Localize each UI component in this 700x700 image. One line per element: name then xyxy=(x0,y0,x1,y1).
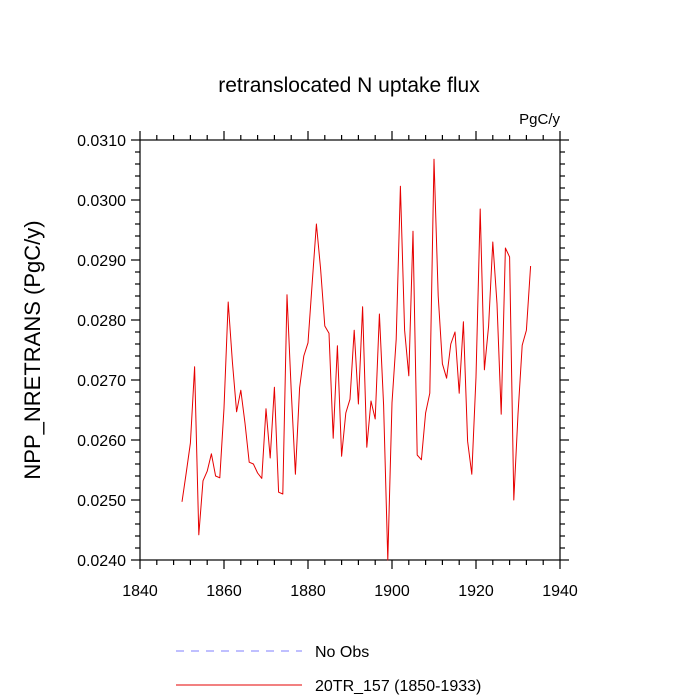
legend-label: 20TR_157 (1850-1933) xyxy=(315,678,481,695)
y-tick-label: 0.0300 xyxy=(77,193,126,210)
x-tick-label: 1940 xyxy=(542,583,578,600)
axis-ticks xyxy=(131,131,569,569)
plot-frame xyxy=(139,139,561,561)
series-line xyxy=(181,158,532,561)
series-layer xyxy=(181,158,532,561)
y-tick-label: 0.0260 xyxy=(77,433,126,450)
x-tick-label: 1920 xyxy=(458,583,494,600)
x-tick-label: 1900 xyxy=(374,583,410,600)
x-tick-label: 1880 xyxy=(290,583,326,600)
y-tick-label: 0.0310 xyxy=(77,133,126,150)
legend: No Obs 20TR_157 (1850-1933) xyxy=(176,644,481,695)
y-tick-label: 0.0280 xyxy=(77,313,126,330)
y-axis-label: NPP_NRETRANS (PgC/y) xyxy=(20,220,45,479)
y-tick-label: 0.0290 xyxy=(77,253,126,270)
chart-title: retranslocated N uptake flux xyxy=(218,74,480,97)
units-label: PgC/y xyxy=(519,111,560,128)
axis-tick-labels: 1840 1860 1880 1900 1920 1940 0.0240 0.0250 0.02… xyxy=(77,133,578,600)
y-tick-label: 0.0270 xyxy=(77,373,126,390)
y-tick-label: 0.0250 xyxy=(77,493,126,510)
y-tick-label: 0.0240 xyxy=(77,553,126,570)
x-tick-label: 1840 xyxy=(122,583,158,600)
x-tick-label: 1860 xyxy=(206,583,242,600)
legend-label: No Obs xyxy=(315,644,369,661)
